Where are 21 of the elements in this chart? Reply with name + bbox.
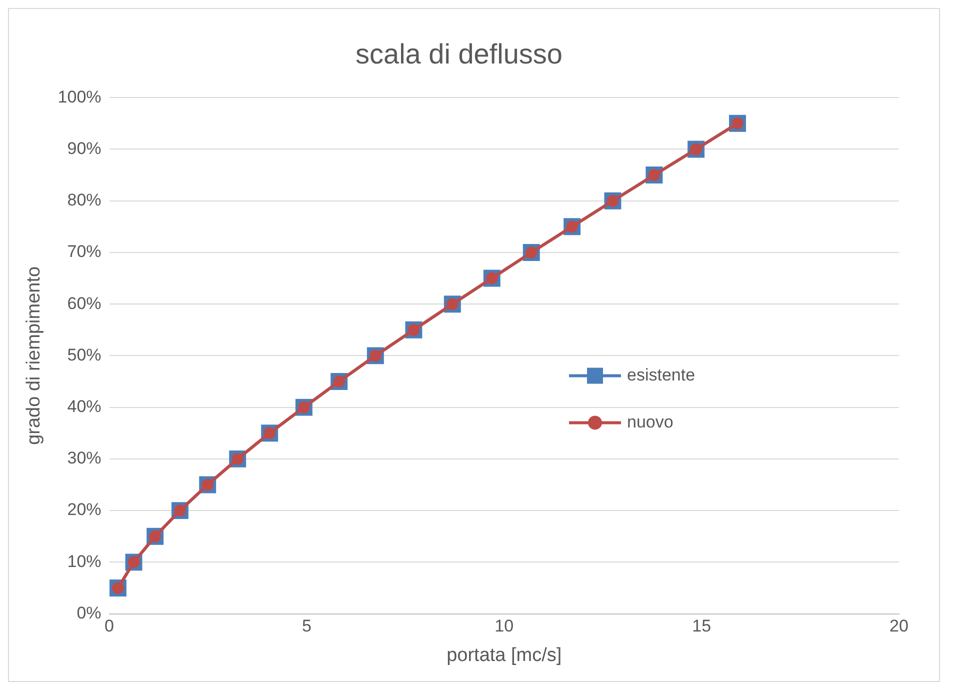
y-tick-label: 30% <box>67 448 102 468</box>
x-tick-label: 15 <box>692 616 712 636</box>
legend-label: esistente <box>627 365 696 384</box>
legend-label: nuovo <box>627 412 674 432</box>
y-tick-label: 90% <box>67 138 102 158</box>
y-tick-label: 0% <box>76 603 102 622</box>
y-tick-label: 20% <box>67 500 102 520</box>
x-tick-label: 0 <box>104 616 114 636</box>
y-tick-label: 10% <box>67 552 102 571</box>
y-tick-label: 70% <box>67 242 102 262</box>
y-axis-title: grado di riempimento <box>24 266 45 445</box>
x-tick-label: 20 <box>890 616 908 636</box>
x-tick-label: 5 <box>302 616 312 636</box>
x-tick-label: 10 <box>494 616 514 636</box>
y-tick-label: 40% <box>67 397 102 416</box>
y-tick-label: 80% <box>67 190 102 210</box>
chart-title: scala di deflusso <box>355 38 563 70</box>
y-tick-label: 100% <box>58 87 102 106</box>
x-axis-title: portata [mc/s] <box>446 644 562 666</box>
y-tick-label: 60% <box>67 294 102 313</box>
y-tick-label: 50% <box>67 345 102 364</box>
